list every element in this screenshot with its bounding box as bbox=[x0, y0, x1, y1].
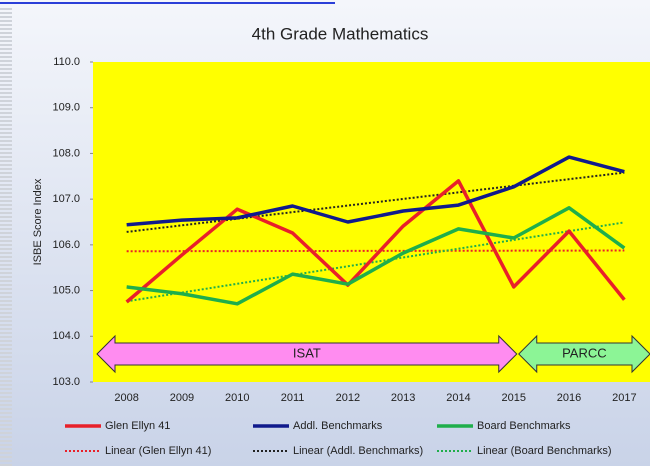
y-axis-title: ISBE Score Index bbox=[32, 178, 44, 265]
legend-label: Glen Ellyn 41 bbox=[105, 420, 170, 432]
y-tick-label: 110.0 bbox=[53, 56, 80, 68]
chart-title: 4th Grade Mathematics bbox=[252, 24, 429, 43]
range-label: PARCC bbox=[562, 345, 607, 360]
series-line bbox=[125, 179, 626, 304]
legend-label: Linear (Glen Ellyn 41) bbox=[105, 445, 211, 457]
y-tick-label: 109.0 bbox=[52, 102, 80, 114]
y-tick-label: 107.0 bbox=[52, 193, 80, 205]
x-tick-label: 2017 bbox=[612, 392, 636, 404]
range-label: ISAT bbox=[293, 345, 321, 360]
y-tick-label: 106.0 bbox=[52, 239, 80, 251]
x-tick-label: 2008 bbox=[114, 392, 138, 404]
x-tick-label: 2012 bbox=[336, 392, 360, 404]
x-tick-label: 2014 bbox=[446, 392, 470, 404]
legend-label: Board Benchmarks bbox=[477, 420, 571, 432]
legend-label: Linear (Addl. Benchmarks) bbox=[293, 445, 423, 457]
x-tick-label: 2010 bbox=[225, 392, 249, 404]
series-line bbox=[126, 155, 625, 227]
y-tick-label: 105.0 bbox=[52, 284, 80, 296]
x-tick-label: 2013 bbox=[391, 392, 415, 404]
trendline bbox=[126, 249, 625, 253]
x-tick-label: 2016 bbox=[557, 392, 581, 404]
x-tick-label: 2009 bbox=[170, 392, 194, 404]
trendline bbox=[126, 171, 625, 233]
y-tick-label: 108.0 bbox=[52, 147, 80, 159]
x-tick-label: 2015 bbox=[502, 392, 526, 404]
edge-stripes bbox=[0, 8, 12, 466]
legend-label: Addl. Benchmarks bbox=[293, 420, 383, 432]
y-tick-label: 103.0 bbox=[52, 376, 80, 388]
x-tick-label: 2011 bbox=[281, 392, 305, 404]
y-tick-label: 104.0 bbox=[52, 330, 80, 342]
legend-label: Linear (Board Benchmarks) bbox=[477, 445, 612, 457]
range-arrow bbox=[96, 334, 518, 374]
plot-area bbox=[93, 62, 650, 382]
range-arrow bbox=[518, 334, 650, 374]
series-line bbox=[126, 206, 626, 306]
